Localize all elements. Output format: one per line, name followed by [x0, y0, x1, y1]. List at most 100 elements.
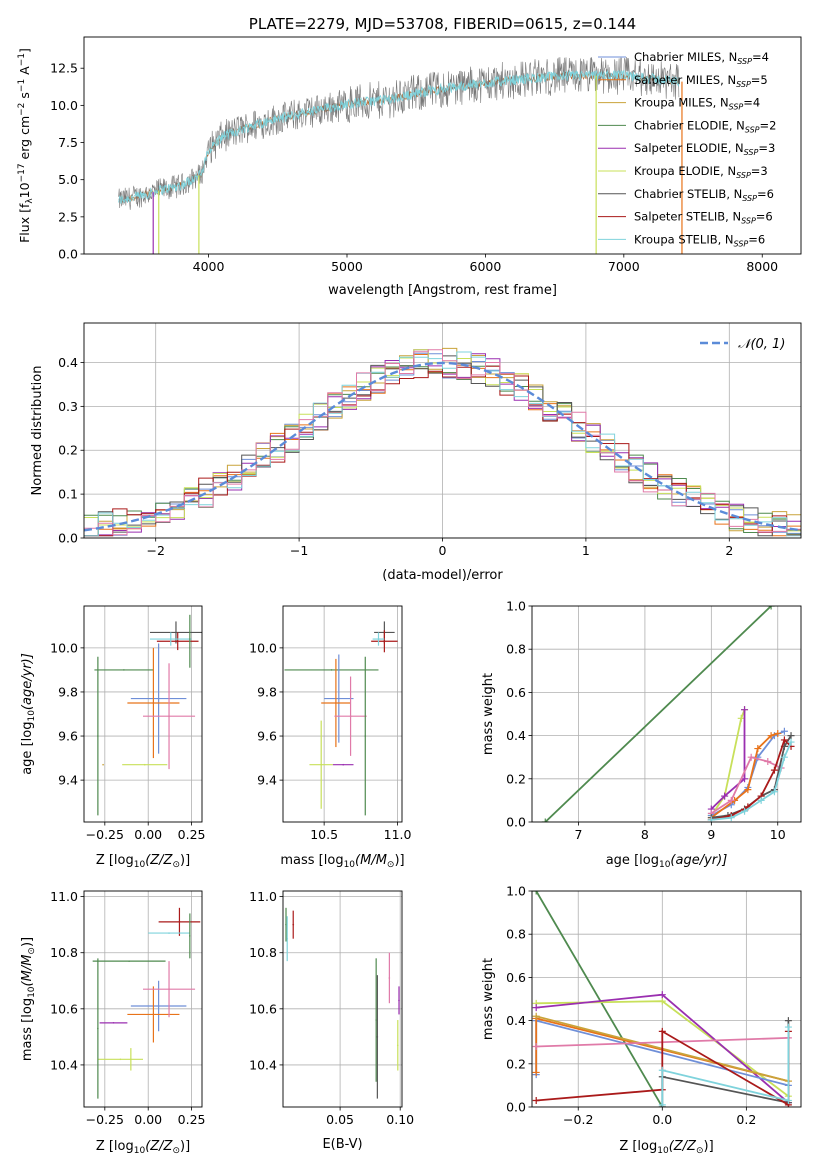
data-point — [189, 935, 191, 937]
x-axis-label: E(B-V) — [322, 1137, 362, 1152]
series-marker — [770, 788, 778, 796]
data-point — [176, 640, 179, 643]
label-part: Flux [f — [17, 203, 32, 243]
label-part: age [log — [606, 853, 659, 868]
label-part: =4 — [752, 50, 769, 64]
massweight_vs_Z-plot-area — [532, 891, 801, 1107]
age_vs_mass-panel: 10.5 11.0 9.4 9.6 9.8 10.0 mass [log10(M/M⊙)] — [249, 605, 412, 870]
label-part: ] — [17, 48, 32, 53]
histogram-step — [84, 349, 801, 536]
data-point — [320, 763, 322, 766]
series-line — [710, 709, 746, 817]
y-tick-label: 0.4 — [506, 728, 526, 743]
y-tick-label: 9.4 — [58, 773, 78, 788]
legend-entry: Kroupa MILES, NSSP=4 — [634, 96, 760, 112]
residuals-plot-area — [84, 323, 801, 538]
x-tick-label: 6000 — [470, 259, 502, 274]
y-tick-label: 0.8 — [506, 642, 526, 657]
x-tick-label: 0 — [439, 543, 447, 558]
data-point — [376, 1036, 379, 1038]
x-tick-label: 8000 — [746, 259, 778, 274]
y-tick-label: 0.8 — [506, 927, 526, 942]
series-marker — [532, 1012, 540, 1020]
label-part: Z [log — [619, 1139, 657, 1154]
label-part: (Z/Z — [145, 853, 173, 868]
series-marker — [747, 753, 755, 761]
spectrum-frame — [83, 36, 802, 255]
label-part: 10 — [27, 986, 37, 998]
label-part: =5 — [751, 73, 768, 87]
legend-entry: Salpeter STELIB, NSSP=6 — [634, 210, 773, 226]
series-marker — [764, 758, 772, 766]
series-marker — [727, 814, 735, 822]
data-point — [130, 1058, 132, 1061]
label-part: (M/M — [355, 853, 387, 868]
y-tick-label: 0.0 — [506, 1100, 526, 1115]
data-point — [396, 1044, 399, 1047]
series-marker — [784, 1017, 792, 1025]
y-axis-label: mass weight — [481, 958, 496, 1040]
series-marker — [658, 997, 666, 1005]
series-marker — [658, 1101, 666, 1107]
series-marker — [727, 796, 735, 804]
x-tick-label: 0.00 — [134, 827, 162, 842]
label-part: ⊙ — [27, 947, 37, 955]
x-axis-label: age [log10(age/yr)] — [606, 853, 728, 870]
series-marker — [658, 991, 666, 999]
data-point — [168, 932, 170, 934]
series-marker — [658, 1066, 666, 1074]
y-tick-label: 0.4 — [506, 1013, 526, 1028]
series-marker — [774, 729, 782, 737]
label-part: Kroupa STELIB, N — [634, 232, 734, 246]
series-marker — [532, 1097, 540, 1105]
series-marker — [787, 732, 795, 740]
label-part: 10 — [657, 1146, 669, 1156]
y-tick-label: 0.0 — [506, 815, 526, 830]
y-axis-label: mass [log10(M/M⊙)] — [20, 937, 37, 1061]
x-tick-label: 0.25 — [178, 827, 206, 842]
y-tick-label: 11.0 — [50, 889, 78, 904]
label-part: Chabrier STELIB, N — [634, 187, 742, 201]
label-part: Z [log — [96, 1139, 134, 1154]
y-tick-label: 10.4 — [50, 1057, 78, 1072]
label-part: age [log — [20, 722, 35, 775]
y-tick-label: 0.3 — [58, 399, 78, 414]
massweight_vs_Z-panel: −0.2 0.0 0.2 0.0 0.2 0.4 0.6 0.8 1.0 Z [log10(Z/Z… — [481, 884, 802, 1156]
label-part: ⊙ — [696, 1146, 704, 1156]
label-part: −17 — [17, 163, 27, 182]
series-marker — [741, 807, 749, 815]
x-tick-label: 0.00 — [134, 1112, 162, 1127]
x-tick-label: 0.25 — [178, 1112, 206, 1127]
y-tick-label: 0.4 — [58, 355, 78, 370]
label-part: )] — [704, 1139, 714, 1154]
legend-entry: Kroupa ELODIE, NSSP=3 — [634, 164, 768, 180]
label-part: 10 — [17, 182, 32, 198]
x-tick-label: 0.0 — [652, 1112, 672, 1127]
label-part: SSP — [745, 125, 760, 134]
y-tick-label: 0.1 — [58, 487, 78, 502]
series-marker — [767, 606, 775, 610]
label-part: ⊙ — [172, 860, 180, 870]
y-tick-label: 0.2 — [506, 1056, 526, 1071]
x-axis-label: wavelength [Angstrom, rest frame] — [328, 283, 557, 298]
y-tick-label: 10.4 — [249, 1057, 277, 1072]
label-part: =4 — [743, 96, 760, 110]
series-marker — [780, 727, 788, 735]
label-part: )] — [180, 853, 190, 868]
mass_vs_Z-plot-area — [84, 891, 202, 1107]
y-axis-label: Flux [fλ10−17 erg cm−2 s−1 A−1] — [17, 48, 35, 243]
data-point — [97, 735, 99, 737]
series-marker — [541, 818, 549, 822]
data-point — [285, 923, 287, 926]
label-part: )] — [180, 1139, 190, 1154]
x-tick-label: −1 — [290, 543, 308, 558]
x-axis-label: Z [log10(Z/Z⊙)] — [96, 1139, 190, 1156]
x-tick-label: 0.2 — [736, 1112, 756, 1127]
label-part: 10 — [27, 710, 37, 722]
series-marker — [744, 786, 752, 794]
y-tick-label: 9.8 — [257, 684, 277, 699]
y-tick-label: 0.0 — [58, 531, 78, 546]
series-marker — [707, 816, 715, 822]
y-tick-label: 0.6 — [506, 970, 526, 985]
